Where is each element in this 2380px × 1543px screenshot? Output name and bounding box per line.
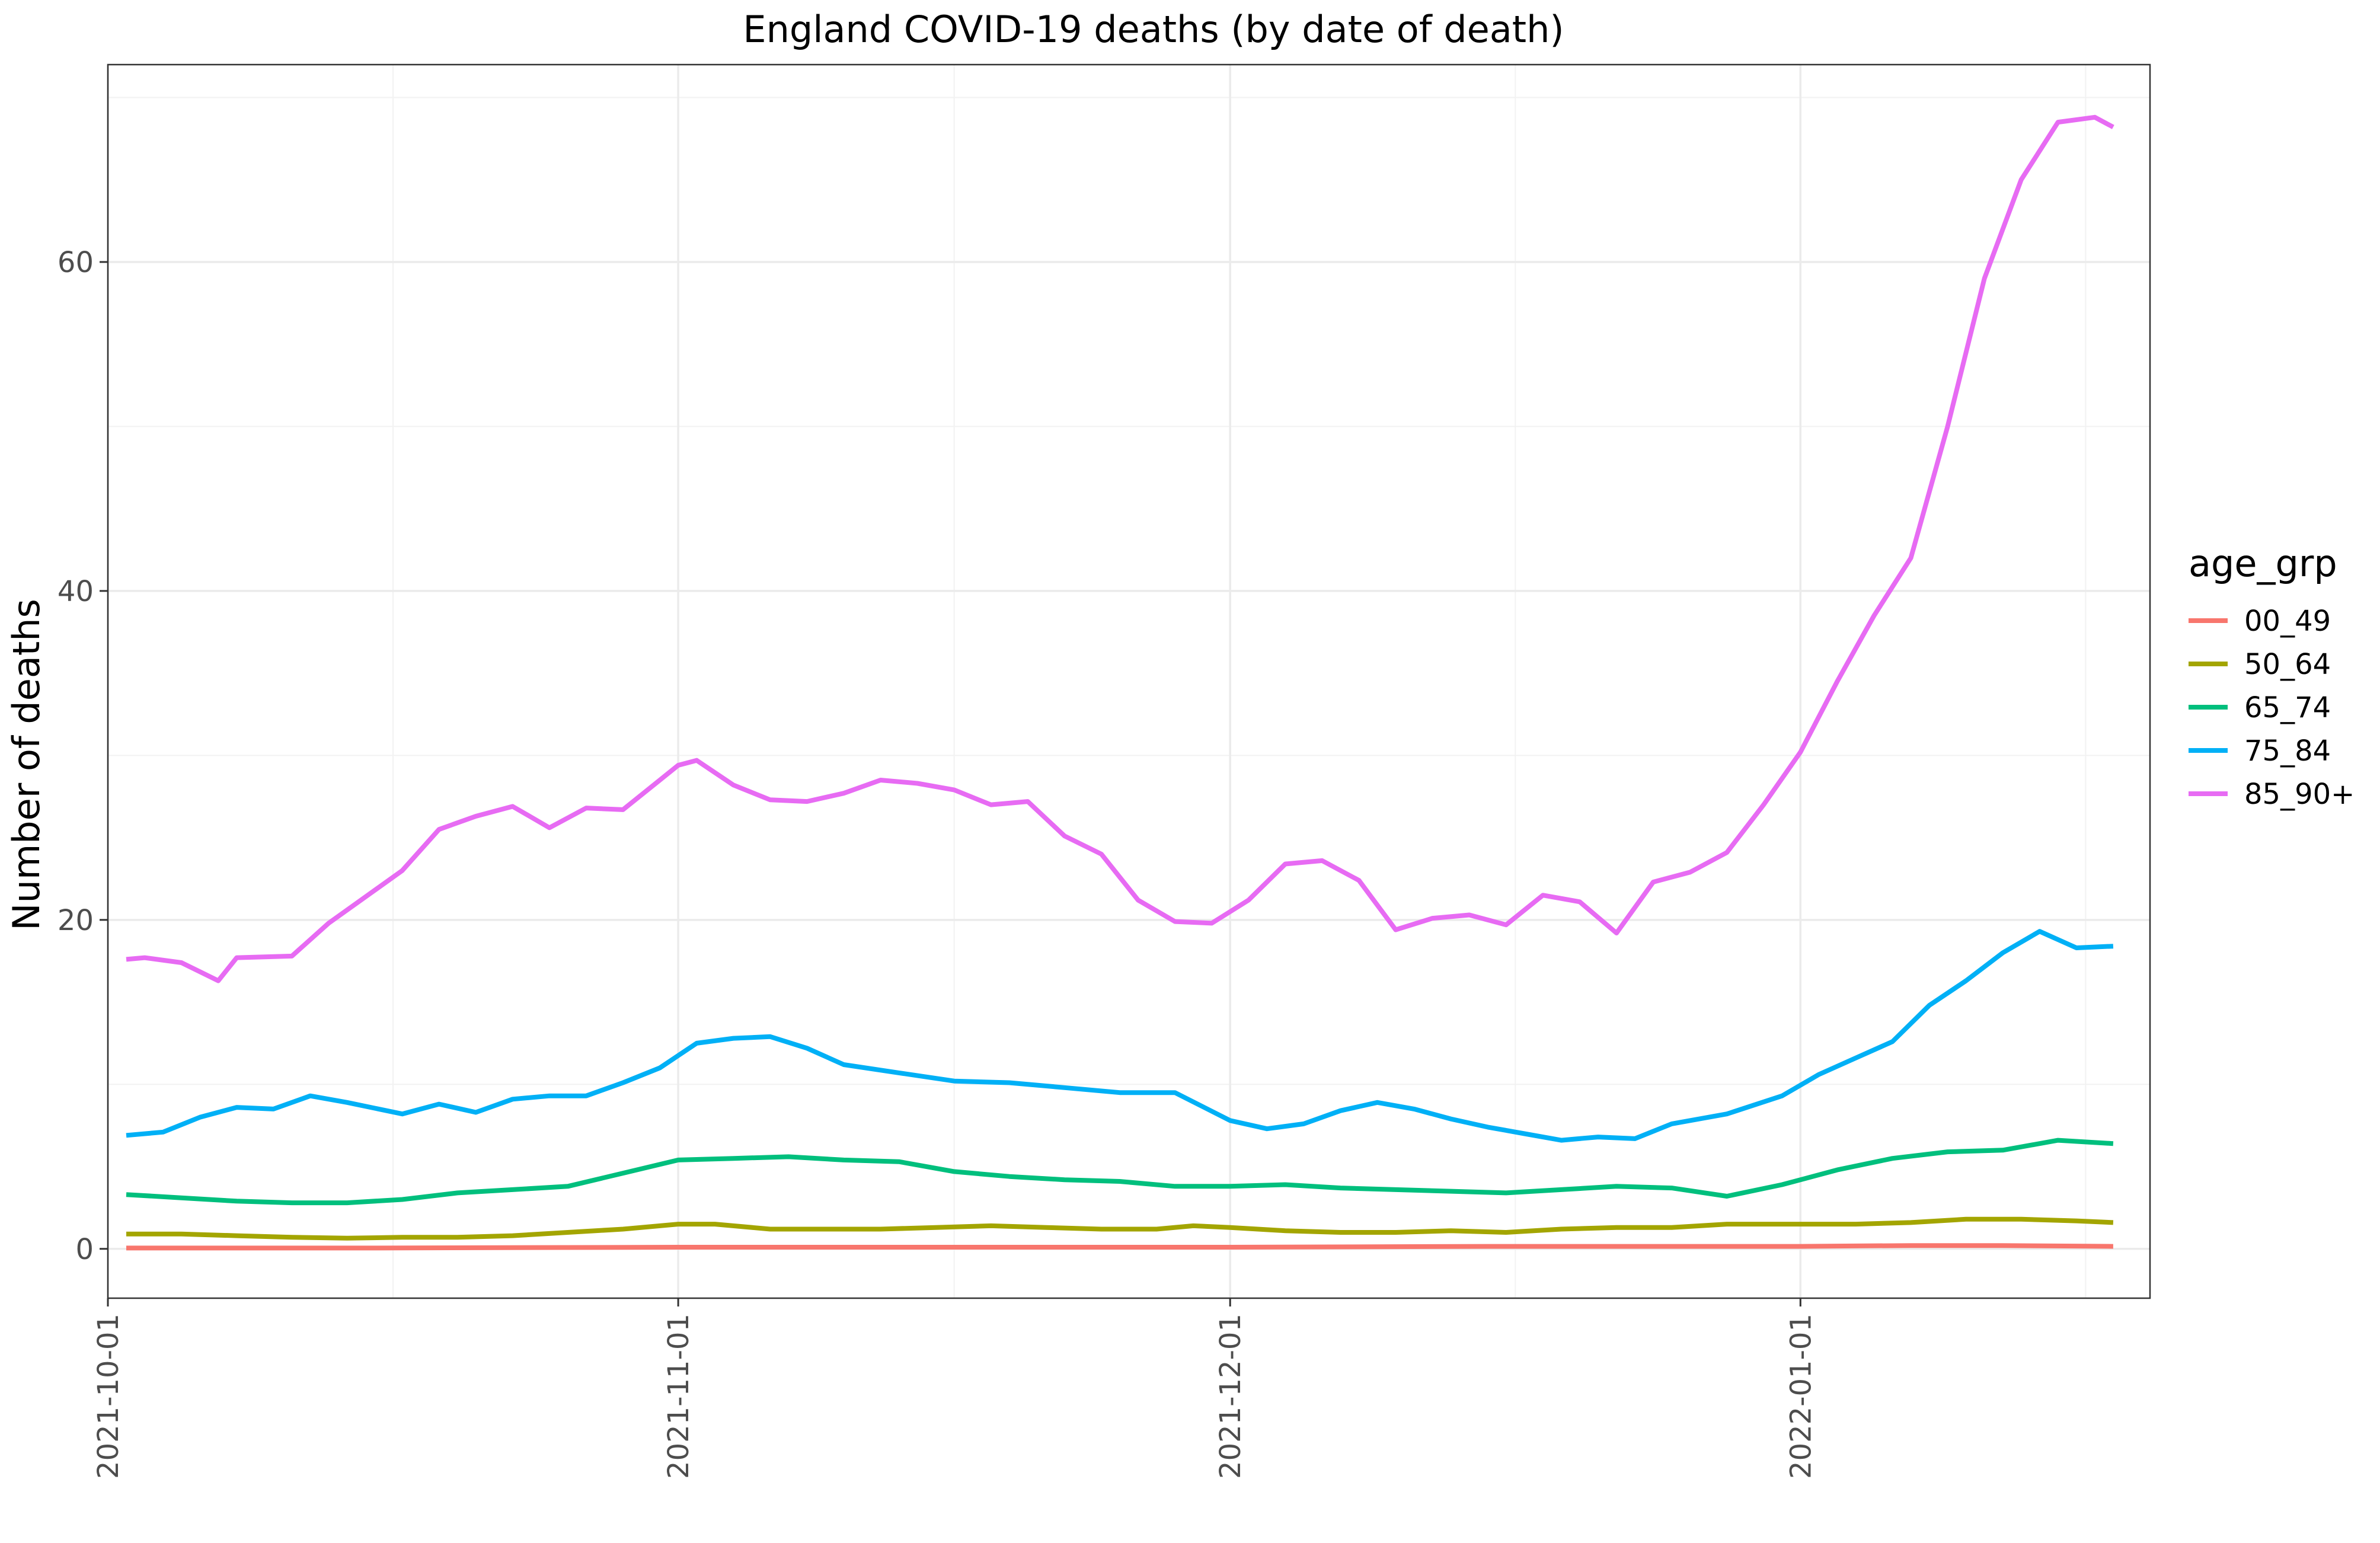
x-tick-label: 2021-10-01 xyxy=(92,1314,125,1479)
y-axis-label: Number of deaths xyxy=(5,599,48,931)
legend-label-00_49: 00_49 xyxy=(2244,605,2331,638)
legend-title: age_grp xyxy=(2189,542,2337,585)
series-line-85_90+ xyxy=(126,114,2114,983)
series-line-65_74 xyxy=(126,1138,2114,1206)
x-tick-label: 2021-11-01 xyxy=(662,1314,695,1479)
legend: age_grp 00_49 50_64 65_74 75_84 85_90+ xyxy=(2189,542,2355,811)
y-tick-label: 0 xyxy=(75,1233,94,1266)
y-tick-label: 40 xyxy=(57,575,94,608)
series-line-00_49 xyxy=(126,1243,2113,1251)
series-line-50_64 xyxy=(126,1216,2114,1241)
x-tick-label: 2021-12-01 xyxy=(1214,1314,1247,1479)
series-lines xyxy=(126,114,2114,1251)
y-tick-label: 20 xyxy=(57,904,94,937)
legend-label-75_84: 75_84 xyxy=(2244,734,2331,768)
chart-title: England COVID-19 deaths (by date of deat… xyxy=(743,8,1564,51)
plot-panel-border xyxy=(107,63,2151,1299)
axes: 0 20 40 60 2021-10-01 2021-11-01 2021-12-01 202… xyxy=(57,246,1817,1479)
legend-label-65_74: 65_74 xyxy=(2244,691,2331,724)
x-tick-label: 2022-01-01 xyxy=(1784,1314,1817,1479)
y-tick-label: 60 xyxy=(57,246,94,279)
legend-label-50_64: 50_64 xyxy=(2244,648,2331,681)
legend-label-85_90+: 85_90+ xyxy=(2244,778,2355,811)
series-line-75_84 xyxy=(126,929,2114,1143)
